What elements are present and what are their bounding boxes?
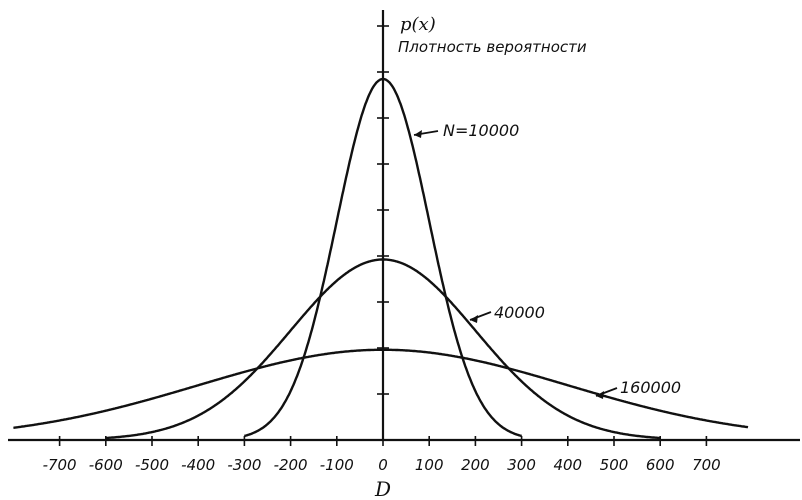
x-tick-label: -300	[227, 456, 261, 474]
x-axis-label: D	[374, 477, 391, 500]
annotations: N=10000 40000 160000	[413, 121, 681, 399]
series-pointer-arrowhead	[596, 391, 604, 399]
x-tick-label: 700	[692, 456, 721, 474]
series-label: 40000	[494, 303, 545, 322]
x-tick-label: 200	[461, 456, 490, 474]
series-pointer-arrowhead	[414, 130, 422, 138]
y-axis-sublabel: Плотность вероятности	[398, 38, 587, 56]
x-tick-label: -500	[135, 456, 169, 474]
x-tick-label: -700	[43, 456, 77, 474]
curves	[13, 77, 749, 440]
axes: -700 -600 -500 -400 -300 -200 -100 0 100 200 300 40…	[8, 10, 800, 474]
series-label: N=10000	[443, 121, 519, 140]
x-tick-label: 100	[415, 456, 444, 474]
x-tick-label: 400	[553, 456, 582, 474]
x-tick-label: 500	[600, 456, 629, 474]
x-tick-label: 600	[646, 456, 675, 474]
x-tick-label: -100	[320, 456, 354, 474]
series-line-1	[244, 77, 522, 438]
x-tick-label: 300	[507, 456, 536, 474]
x-tick-label: -600	[89, 456, 123, 474]
x-tick-label: -200	[274, 456, 308, 474]
series-pointer-arrowhead	[470, 315, 478, 323]
series-line-3	[13, 348, 749, 429]
x-tick-label: 0	[378, 456, 388, 474]
y-axis-label: p(x)	[400, 14, 436, 35]
series-line-2	[105, 258, 661, 440]
series-label: 160000	[620, 378, 681, 397]
x-tick-label: -400	[181, 456, 215, 474]
